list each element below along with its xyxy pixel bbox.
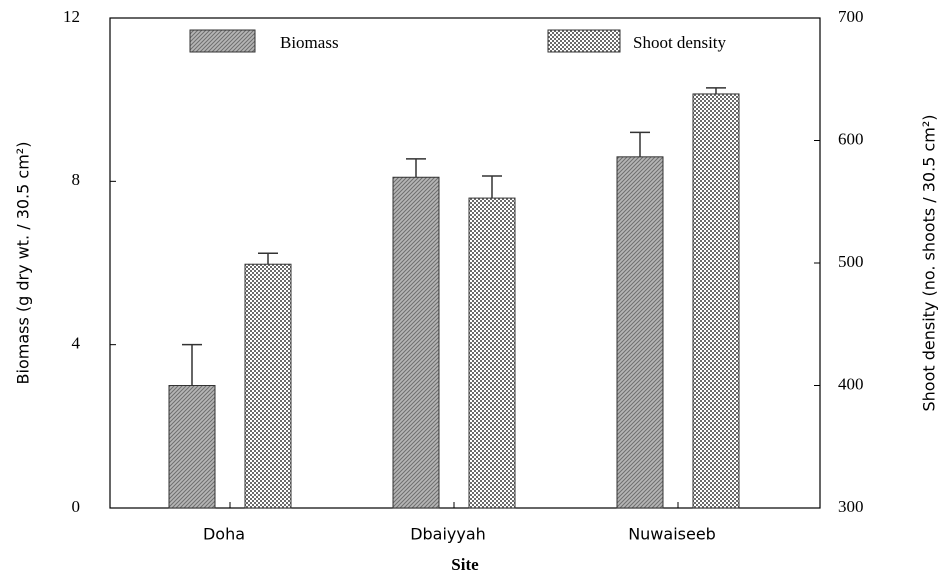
x-tick-label: Nuwaiseeb [628,525,716,544]
bar [468,197,516,509]
legend-label: Shoot density [633,33,727,52]
y-tick-label: 4 [72,334,81,353]
error-bar [706,87,726,94]
x-tick-label: Dbaiyyah [410,525,486,544]
error-bar [258,252,278,265]
y2-tick-label: 500 [838,252,864,271]
error-bar [482,175,502,199]
error-bar [630,131,650,157]
y2-tick-label: 300 [838,497,864,516]
bar [244,263,292,509]
legend-swatch [547,29,621,53]
bar [392,176,440,509]
error-bar [406,158,426,178]
legend-swatch [189,29,256,53]
bar [168,385,216,509]
x-axis-title: Site [451,555,479,574]
error-bar [182,343,202,386]
y-tick-label: 0 [72,497,81,516]
y-tick-label: 12 [63,7,80,26]
x-tick-label: Doha [203,525,245,544]
y-tick-label: 8 [72,170,81,189]
bar [616,156,664,509]
bar [692,93,740,509]
y-axis-title: Biomass (g dry wt. / 30.5 cm²) [14,142,33,385]
y2-tick-label: 700 [838,7,864,26]
y2-tick-label: 600 [838,129,864,148]
legend-label: Biomass [280,33,339,52]
y2-tick-label: 400 [838,374,864,393]
y2-axis-title: Shoot density (no. shoots / 30.5 cm²) [920,114,939,411]
